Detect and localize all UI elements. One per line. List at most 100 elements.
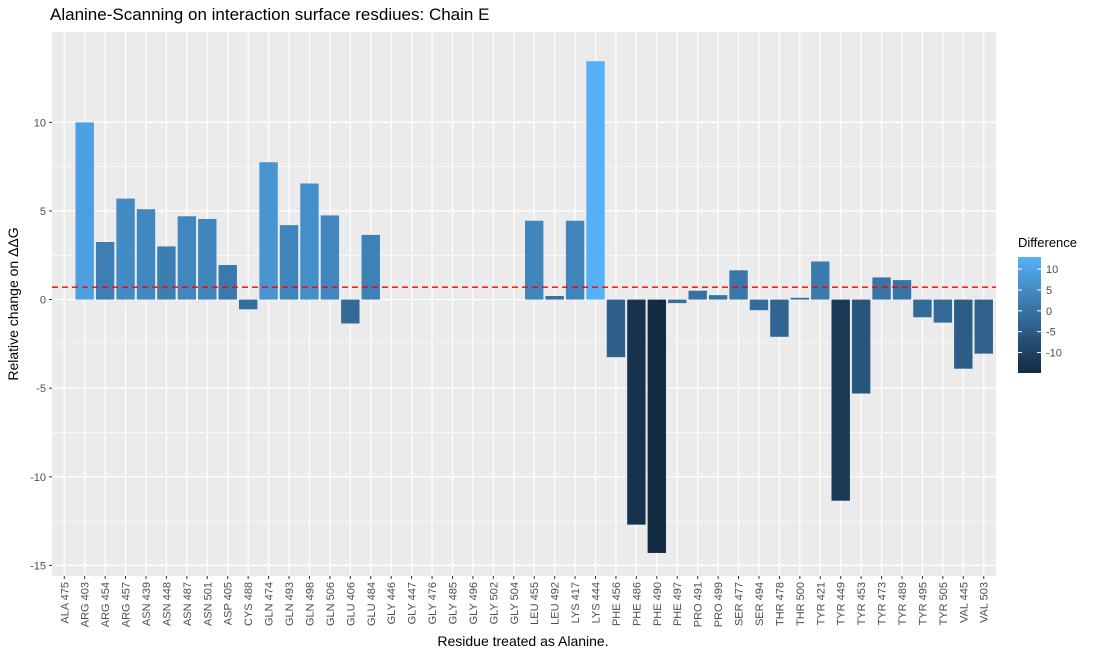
x-tick-label: ASN 439 (141, 582, 153, 626)
x-tick-label: PHE 486 (631, 582, 643, 626)
x-tick-label: GLY 485 (447, 582, 459, 624)
x-tick-label: TYR 505 (938, 582, 950, 625)
bar (627, 299, 646, 525)
x-tick-label: TYR 489 (897, 582, 909, 625)
bar (851, 299, 871, 394)
x-tick-label: GLN 474 (264, 582, 276, 626)
x-tick-label: GLY 446 (386, 582, 398, 624)
bar (586, 61, 605, 300)
bar (647, 299, 667, 553)
x-tick-label: PHE 497 (672, 582, 684, 626)
bar (606, 299, 626, 358)
x-tick-label: GLN 498 (304, 582, 316, 626)
bar (95, 241, 115, 300)
legend-ticks: 10 5 0 -5 -10 (1018, 264, 1062, 360)
bar (136, 209, 156, 300)
bar (790, 297, 810, 300)
x-tick-label: LYS 417 (570, 582, 582, 623)
x-tick-label: GLU 406 (345, 582, 357, 626)
x-tick-label: PHE 490 (652, 582, 664, 626)
bar (933, 299, 953, 323)
x-tick-label: TYR 421 (815, 582, 827, 625)
legend: Difference 10 5 0 -5 -10 (1018, 235, 1077, 373)
x-tick-label: SER 494 (754, 582, 766, 626)
legend-title: Difference (1018, 235, 1077, 250)
x-tick-label: TYR 473 (877, 582, 889, 625)
legend-tick-label: 0 (1046, 306, 1052, 318)
bar (341, 299, 360, 324)
x-tick-label: LEU 492 (550, 582, 562, 625)
x-tick-label: VAL 445 (958, 582, 970, 623)
bar (525, 220, 544, 300)
bar (259, 162, 278, 300)
bar (177, 216, 197, 300)
x-tick-label: GLY 502 (488, 582, 500, 624)
bar (872, 277, 891, 300)
x-tick-label: ASN 448 (161, 582, 173, 626)
bars (75, 61, 993, 553)
bar (974, 299, 993, 354)
x-tick-label: ASN 487 (182, 582, 194, 626)
legend-colorbar (1018, 257, 1041, 373)
x-tick-label: PRO 499 (713, 582, 725, 627)
legend-tick-label: -5 (1046, 327, 1056, 339)
bar (320, 215, 340, 300)
x-tick-label: ASN 501 (202, 582, 214, 626)
x-tick-label: GLU 484 (366, 582, 378, 626)
y-tick-label: 0 (40, 295, 46, 307)
x-tick-label: THR 500 (795, 582, 807, 626)
x-tick-label: GLY 496 (468, 582, 480, 624)
bar (749, 299, 769, 311)
chart-title: Alanine-Scanning on interaction surface … (50, 5, 489, 24)
x-tick-label: SER 477 (734, 582, 746, 626)
x-tick-label: VAL 503 (979, 582, 991, 623)
y-tick-label: -10 (30, 472, 46, 484)
x-tick-label: GLN 506 (325, 582, 337, 626)
legend-tick-label: 10 (1046, 264, 1058, 276)
x-tick-label: THR 478 (774, 582, 786, 626)
bar (300, 183, 319, 300)
x-tick-label: LEU 455 (529, 582, 541, 625)
x-tick-label: GLY 447 (407, 582, 419, 624)
bar (218, 265, 237, 300)
bar (688, 290, 707, 300)
bar (565, 220, 585, 300)
bar (913, 299, 932, 318)
bar (361, 234, 380, 300)
y-tick-label: -15 (30, 560, 46, 572)
y-axis-title: Relative change on ΔΔG (5, 227, 21, 380)
bar (157, 246, 176, 300)
x-tick-label: ASP 405 (223, 582, 235, 625)
x-tick-label: TYR 495 (917, 582, 929, 625)
y-tick-label: -5 (36, 383, 46, 395)
bar (198, 218, 217, 300)
x-tick-label: GLY 504 (509, 582, 521, 624)
x-tick-label: TYR 449 (836, 582, 848, 625)
bar (954, 299, 973, 369)
bar (238, 299, 258, 310)
x-tick-label: PHE 456 (611, 582, 623, 626)
x-tick-label: PRO 491 (693, 582, 705, 627)
y-axis: -15 -10 -5 0 5 10 (30, 117, 52, 572)
y-tick-label: 10 (34, 117, 46, 129)
bar (770, 299, 789, 337)
bar (116, 198, 135, 300)
bar (668, 299, 687, 304)
x-tick-label: TYR 453 (856, 582, 868, 625)
x-tick-label: LYS 444 (591, 582, 603, 623)
x-tick-label: ARG 457 (121, 582, 133, 627)
x-axis-title: Residue treated as Alanine. (437, 633, 608, 649)
bar (708, 295, 728, 300)
bar (811, 261, 830, 300)
x-tick-label: GLN 493 (284, 582, 296, 626)
x-tick-label: ALA 475 (59, 582, 71, 624)
bar (279, 225, 299, 300)
bar (892, 280, 912, 300)
legend-tick-label: -10 (1046, 348, 1062, 360)
x-tick-label: ARG 454 (100, 582, 112, 627)
legend-tick-label: 5 (1046, 285, 1052, 297)
y-tick-label: 5 (40, 206, 46, 218)
bar (729, 270, 748, 300)
